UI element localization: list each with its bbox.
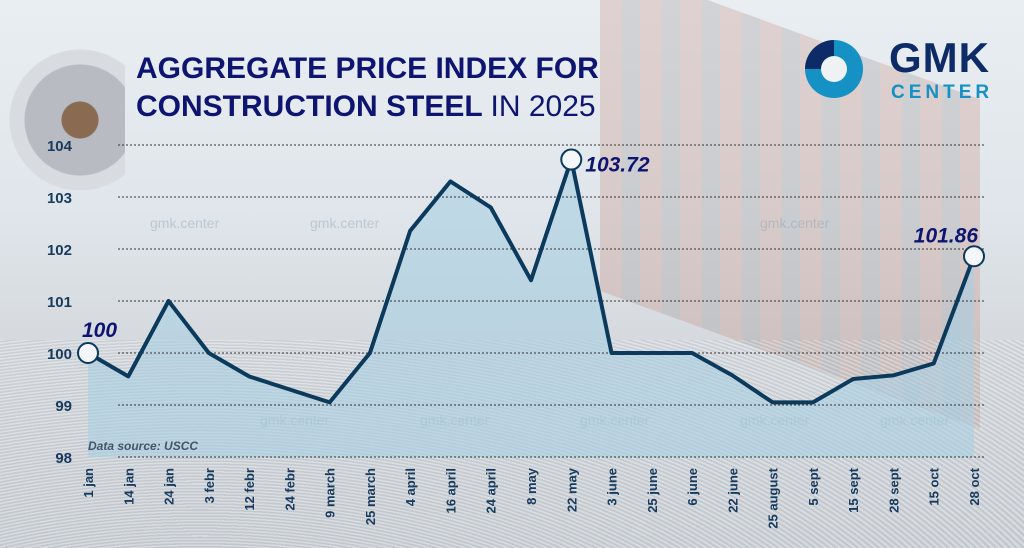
title-year: IN 2025: [490, 90, 596, 123]
x-tick-label: 25 march: [363, 468, 378, 525]
area-fill: [88, 159, 974, 457]
x-tick-label: 14 jan: [121, 468, 136, 505]
data-point-marker: [560, 148, 583, 171]
logo-text-gmk: GMK: [889, 34, 990, 81]
data-point-marker: [77, 342, 99, 364]
series-line: [86, 157, 976, 405]
x-tick-label: 15 oct: [927, 467, 942, 505]
y-tick-label: 104: [47, 138, 73, 155]
x-tick-label: 12 febr: [242, 468, 257, 511]
x-tick-label: 16 april: [443, 468, 458, 514]
x-tick-label: 4 april: [403, 468, 418, 506]
data-label: 103.72: [585, 154, 650, 177]
x-tick-label: 24 febr: [282, 468, 297, 511]
x-tick-label: 3 june: [605, 468, 620, 506]
data-point-marker: [963, 245, 985, 268]
x-tick-label: 28 oct: [967, 467, 982, 505]
x-tick-label: 8 may: [524, 467, 539, 505]
x-tick-label: 24 april: [484, 468, 499, 514]
x-tick-label: 9 march: [323, 468, 338, 518]
x-tick-label: 22 may: [564, 467, 579, 512]
x-tick-label: 25 august: [766, 467, 781, 528]
gmk-center-logo: GMK CENTER: [805, 34, 1005, 108]
data-label: 101.86: [914, 224, 979, 247]
watermark: gmk.center: [760, 215, 830, 231]
logo-text-center: CENTER: [891, 82, 994, 103]
x-tick-label: 1 jan: [81, 468, 96, 498]
y-tick-label: 98: [55, 450, 72, 467]
y-tick-label: 101: [47, 294, 72, 311]
x-tick-label: 5 sept: [806, 467, 821, 505]
x-tick-label: 22 june: [725, 468, 740, 513]
x-tick-label: 25 june: [645, 468, 660, 513]
logo-ring-icon: [805, 40, 863, 98]
x-tick-label: 15 sept: [846, 467, 861, 512]
data-label: 100: [82, 319, 117, 342]
background-steel-coil: [0, 0, 125, 190]
x-tick-label: 24 jan: [162, 468, 177, 505]
y-tick-label: 102: [47, 242, 72, 259]
x-tick-label: 6 june: [685, 468, 700, 506]
y-tick-label: 103: [47, 190, 72, 207]
x-tick-label: 28 sept: [886, 467, 901, 512]
chart-title: AGGREGATE PRICE INDEX FOR CONSTRUCTION S…: [136, 50, 736, 126]
title-bold: AGGREGATE PRICE INDEX FOR CONSTRUCTION S…: [136, 52, 599, 123]
data-source: Data source: USCC: [88, 439, 199, 453]
watermark: gmk.center: [310, 215, 380, 231]
y-tick-label: 99: [55, 398, 72, 415]
watermark: gmk.center: [150, 215, 220, 231]
y-tick-label: 100: [47, 346, 72, 363]
x-tick-label: 3 febr: [202, 468, 217, 503]
